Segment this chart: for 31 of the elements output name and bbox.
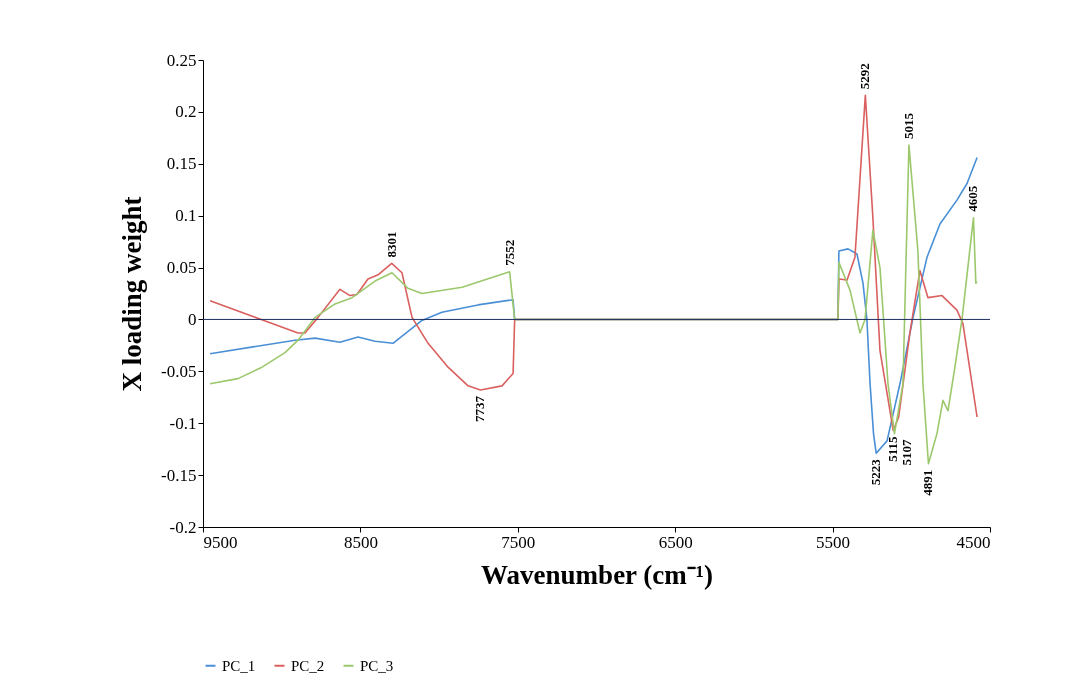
annotation: 5115 xyxy=(885,436,901,462)
y-tick-label: -0.1 xyxy=(169,413,197,433)
annotation: 7552 xyxy=(501,239,517,266)
y-tick-label: -0.2 xyxy=(169,517,197,537)
annotation: 4605 xyxy=(965,185,981,212)
x-tick-label: 5500 xyxy=(816,532,851,552)
legend-label: PC_1 xyxy=(222,657,256,674)
x-tick-label: 8500 xyxy=(343,532,378,552)
annotation: 5292 xyxy=(857,63,873,90)
annotation: 5015 xyxy=(900,112,916,140)
legend-label: PC_2 xyxy=(291,657,325,674)
x-tick-label: 6500 xyxy=(658,532,693,552)
y-axis-title: X loading weight xyxy=(117,196,148,392)
y-tick-label: 0.2 xyxy=(175,102,197,122)
y-tick-label: -0.05 xyxy=(161,361,197,381)
annotation: 5223 xyxy=(868,458,884,486)
y-tick-label: 0.05 xyxy=(166,258,197,278)
y-tick-label: 0.25 xyxy=(166,50,197,70)
x-tick-label: 4500 xyxy=(956,532,991,552)
annotation: 5107 xyxy=(899,439,915,466)
x-tick-label: 7500 xyxy=(501,532,536,552)
y-tick-label: -0.15 xyxy=(161,465,197,485)
x-tick-label: 9500 xyxy=(203,532,238,552)
y-tick-label: 0.1 xyxy=(175,206,197,226)
annotation: 4891 xyxy=(920,469,936,496)
y-tick-label: 0.15 xyxy=(166,154,197,174)
x-axis-title: Wavenumber (cm⁻¹) xyxy=(481,559,713,590)
legend-label: PC_3 xyxy=(360,657,394,674)
annotation: 7737 xyxy=(472,395,488,423)
y-tick-label: 0 xyxy=(188,309,197,329)
annotation: 8301 xyxy=(383,231,399,258)
